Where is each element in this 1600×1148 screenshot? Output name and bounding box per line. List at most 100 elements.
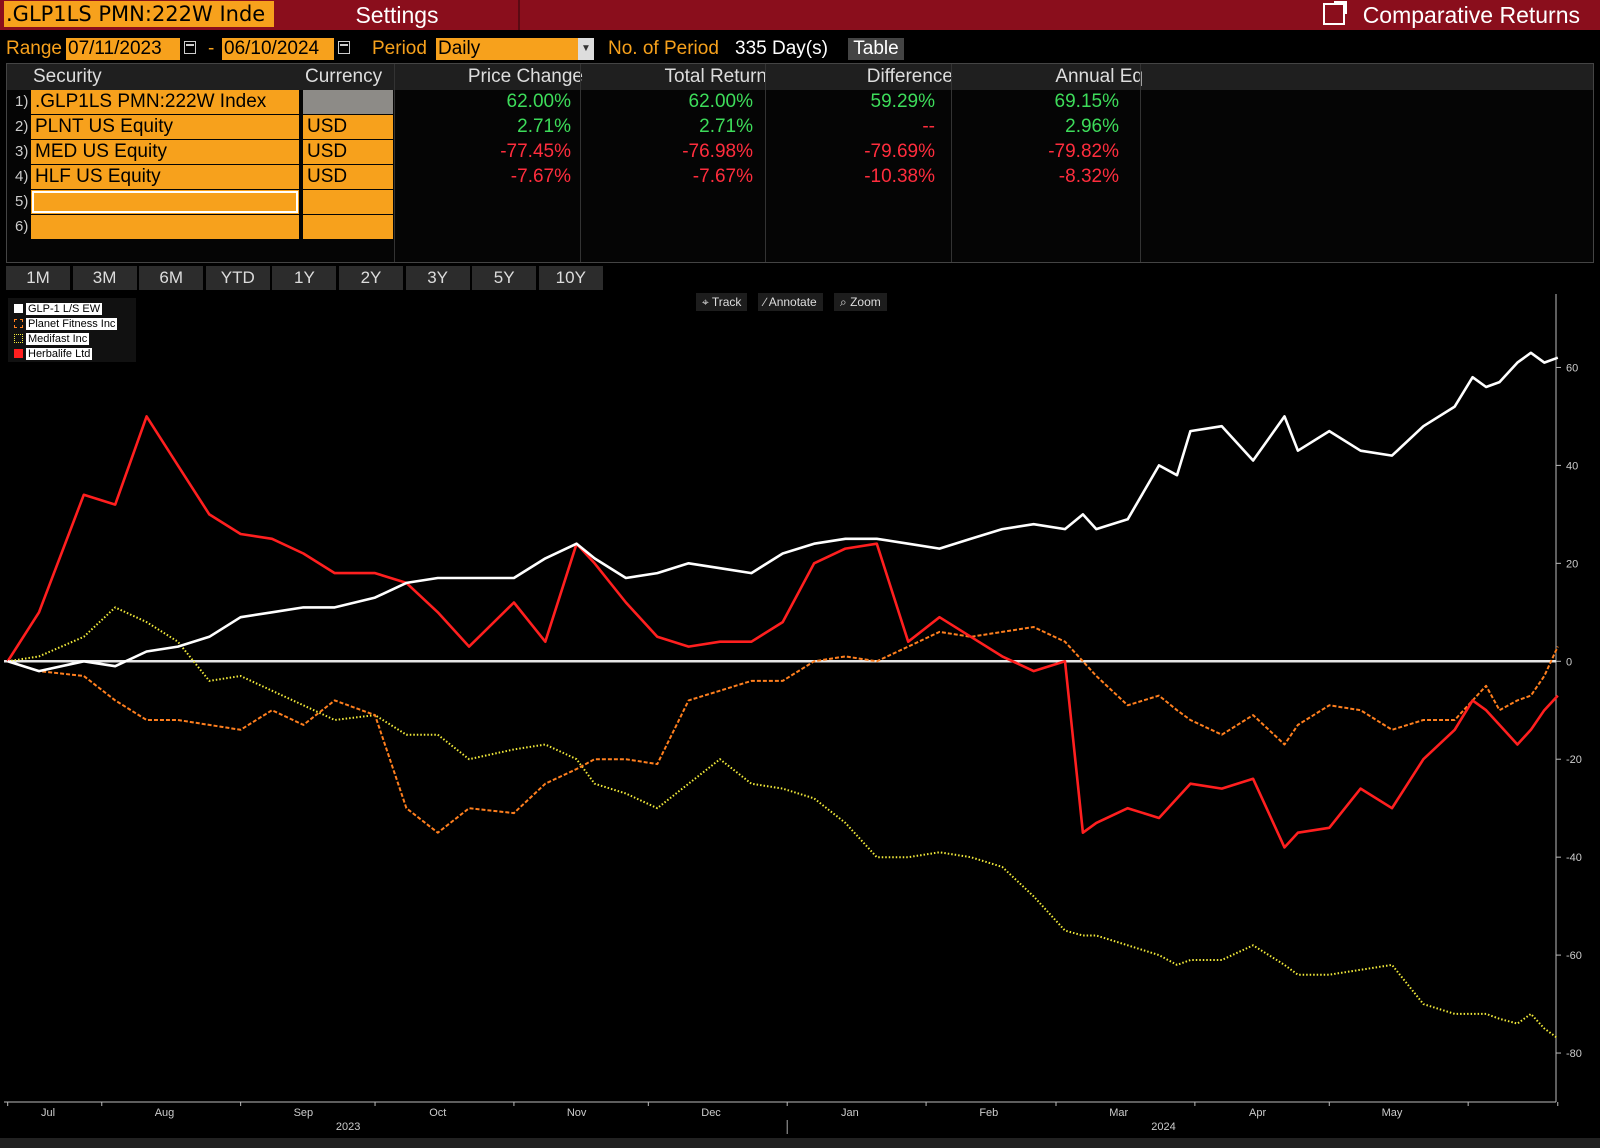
legend-label: Herbalife Ltd [26,348,93,360]
popout-icon[interactable] [1322,1,1347,25]
security-cell[interactable] [31,215,299,239]
x-tick-label: Jan [841,1107,859,1119]
row-number: 2) [15,118,29,135]
series-line-herbalife-ltd[interactable] [6,415,1559,849]
series-line-medifast-inc[interactable] [7,606,1559,1040]
y-tick-label: 60 [1566,362,1578,374]
table-row[interactable]: 6) [7,215,1593,240]
period-button-1y[interactable]: 1Y [272,266,339,290]
series-line-glp-1-l-s-ew[interactable] [7,351,1559,673]
x-tick-label: May [1382,1107,1403,1119]
y-tick-label: -80 [1566,1048,1582,1060]
legend-label: Planet Fitness Inc [26,318,118,330]
x-tick-label: Jul [41,1107,55,1119]
difference-cell: -10.38% [864,166,935,187]
security-cell[interactable]: MED US Equity [31,140,299,164]
period-label: Period [372,38,427,59]
col-security: Security [33,66,102,87]
table-row[interactable]: 4) HLF US Equity USD -7.67% -7.67% -10.38% -8.… [7,165,1593,190]
settings-button[interactable]: Settings [276,0,520,30]
y-tick-label: -20 [1566,754,1582,766]
currency-cell[interactable]: USD [303,115,393,139]
total-return-cell: 62.00% [688,91,753,112]
currency-cell[interactable] [303,190,393,214]
annotate-button[interactable]: ∕ Annotate [758,293,823,311]
legend-item[interactable]: Planet Fitness Inc [14,317,118,331]
table-row[interactable]: 2) PLNT US Equity USD 2.71% 2.71% -- 2.96% [7,115,1593,140]
annual-eq-cell: -8.32% [1058,166,1119,187]
chevron-down-icon[interactable]: ▼ [578,38,594,60]
legend-swatch [14,349,23,358]
annotate-label: Annotate [768,295,817,309]
period-button-3m[interactable]: 3M [72,266,139,290]
security-cell[interactable]: PLNT US Equity [31,115,299,139]
total-return-cell: 2.71% [699,116,753,137]
table-button[interactable]: Table [848,38,904,60]
table-row[interactable]: 5) [7,190,1593,215]
legend-item[interactable]: GLP-1 L/S EW [14,302,103,316]
price-change-cell: 2.71% [517,116,571,137]
x-tick-label: Apr [1249,1107,1266,1119]
x-tick-label: Mar [1109,1107,1128,1119]
col-annual-eq: Annual Eq [1055,66,1143,87]
range-row: Range 07/11/2023 - 06/10/2024 Period Dai… [0,36,1600,62]
currency-cell[interactable]: USD [303,140,393,164]
y-tick-label: -40 [1566,852,1582,864]
y-tick-label: 20 [1566,558,1578,570]
currency-cell[interactable] [303,215,393,239]
title-bar: .GLP1LS PMN:222W Inde Settings Comparati… [0,0,1600,30]
legend-item[interactable]: Herbalife Ltd [14,347,93,361]
nperiod-label: No. of Period [608,38,719,59]
security-cell[interactable]: .GLP1LS PMN:222W Index [31,90,299,114]
row-number: 5) [15,193,29,210]
calendar-icon[interactable] [184,41,196,54]
zoom-label: Zoom [850,295,881,309]
period-button-3y[interactable]: 3Y [405,266,472,290]
legend-swatch [14,304,23,313]
y-tick-label: -60 [1566,950,1582,962]
end-date-field[interactable]: 06/10/2024 [222,38,334,60]
security-cell[interactable] [31,190,299,214]
period-button-2y[interactable]: 2Y [339,266,405,290]
period-button-1m[interactable]: 1M [6,266,72,290]
table-header: Security Currency Price Change Total Ret… [7,64,1593,90]
track-label: Track [711,295,742,309]
chart-legend: GLP-1 L/S EW Planet Fitness Inc Medifast I… [8,298,136,362]
period-button-5y[interactable]: 5Y [472,266,539,290]
row-number: 4) [15,168,29,185]
difference-cell: -- [922,116,935,137]
x-tick-label: Nov [567,1107,587,1119]
legend-item[interactable]: Medifast Inc [14,332,90,346]
x-tick-label: Feb [979,1107,998,1119]
nperiod-value: 335 Day(s) [735,38,828,59]
table-row[interactable]: 1) .GLP1LS PMN:222W Index 62.00% 62.00% 59.2… [7,90,1593,115]
x-tick-label: Aug [155,1107,175,1119]
period-select[interactable]: Daily [436,38,578,60]
year-label: 2024 [1151,1121,1175,1133]
x-tick-label: Oct [429,1107,446,1119]
start-date-field[interactable]: 07/11/2023 [66,38,180,60]
calendar-icon[interactable] [338,41,350,54]
zoom-button[interactable]: ⌕ Zoom [834,293,887,311]
period-button-10y[interactable]: 10Y [538,266,605,290]
range-label: Range [6,38,62,59]
annual-eq-cell: -79.82% [1048,141,1119,162]
security-cell[interactable]: HLF US Equity [31,165,299,189]
status-bar [0,1138,1600,1148]
total-return-cell: -76.98% [682,141,753,162]
series-line-planet-fitness-inc[interactable] [7,626,1559,834]
period-button-ytd[interactable]: YTD [205,266,272,290]
track-button[interactable]: ⌖ Track [696,293,748,311]
table-row[interactable]: 3) MED US Equity USD -77.45% -76.98% -79.69% -… [7,140,1593,165]
currency-cell[interactable] [303,90,393,114]
x-tick-label: Dec [701,1107,721,1119]
legend-label: GLP-1 L/S EW [26,303,103,315]
currency-cell[interactable]: USD [303,165,393,189]
ticker-input[interactable]: .GLP1LS PMN:222W Inde [4,1,274,27]
difference-cell: -79.69% [864,141,935,162]
magnifier-icon: ⌕ [840,295,851,309]
window-title-text: Comparative Returns [1362,2,1580,28]
annual-eq-cell: 2.96% [1065,116,1119,137]
period-button-6m[interactable]: 6M [139,266,206,290]
